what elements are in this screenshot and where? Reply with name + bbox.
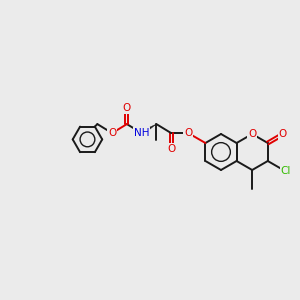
Text: O: O <box>123 103 131 113</box>
Text: NH: NH <box>134 128 149 138</box>
Text: Cl: Cl <box>280 166 291 176</box>
Text: O: O <box>184 128 192 138</box>
Text: O: O <box>248 129 256 139</box>
Text: O: O <box>278 129 287 140</box>
Text: O: O <box>108 128 116 138</box>
Polygon shape <box>141 124 156 135</box>
Text: O: O <box>167 144 175 154</box>
